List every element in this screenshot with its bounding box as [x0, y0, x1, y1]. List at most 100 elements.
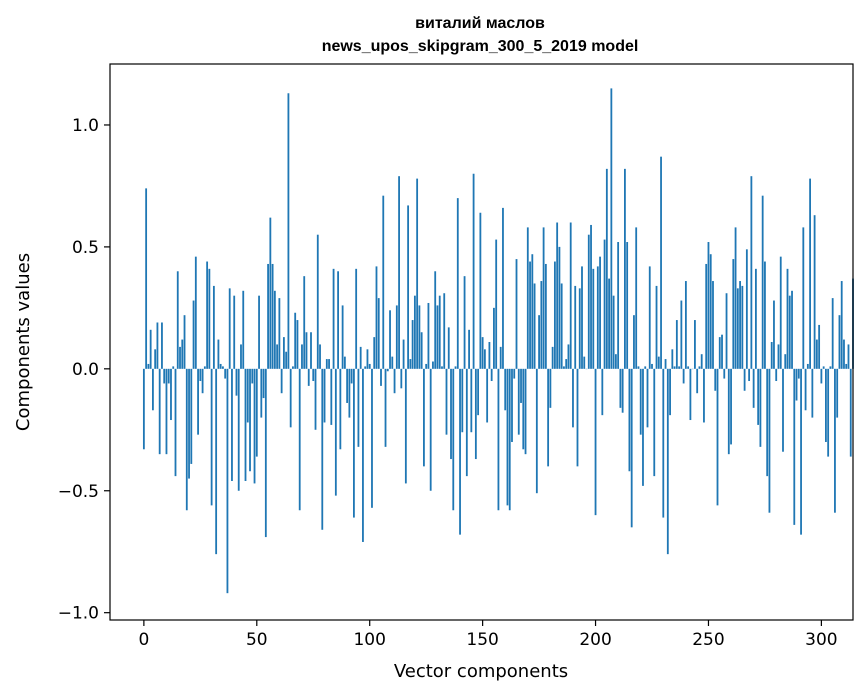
bar-65	[289, 368, 292, 428]
bar-179	[547, 368, 550, 467]
bar-304	[829, 366, 832, 369]
bar-305	[831, 298, 834, 369]
x-axis-label: Vector components	[394, 661, 568, 682]
bar-151	[483, 349, 486, 369]
bar-122	[418, 305, 421, 369]
bar-259	[727, 368, 730, 455]
bar-204	[603, 239, 606, 369]
bar-92	[350, 368, 353, 384]
bar-256	[721, 334, 723, 369]
bar-222	[644, 366, 647, 369]
bar-33	[217, 339, 220, 369]
bar-171	[529, 261, 531, 369]
chart-subtitle: news_upos_skipgram_300_5_2019 model	[322, 38, 639, 55]
bar-43	[240, 344, 242, 369]
bar-29	[208, 268, 211, 369]
bar-158	[499, 346, 502, 369]
bar-200	[594, 368, 597, 516]
bar-212	[621, 368, 624, 413]
bar-12	[170, 368, 172, 421]
bar-145	[470, 368, 473, 433]
bar-188	[567, 344, 570, 369]
bar-74	[310, 332, 312, 369]
bar-135	[447, 327, 450, 369]
bar-250	[707, 242, 710, 369]
bar-313	[849, 368, 852, 457]
bar-166	[517, 368, 520, 435]
bar-141	[461, 368, 464, 433]
bar-132	[441, 366, 443, 369]
bar-138	[454, 366, 457, 369]
bar-182	[553, 261, 556, 369]
bar-101	[371, 368, 373, 508]
bar-177	[542, 227, 545, 369]
bar-294	[806, 363, 809, 369]
bar-190	[572, 368, 574, 428]
bar-108	[386, 368, 389, 372]
bar-45	[244, 368, 247, 481]
bar-18	[183, 315, 186, 369]
bar-97	[362, 368, 364, 542]
bar-225	[651, 363, 653, 369]
bar-48	[251, 368, 254, 384]
bar-85	[334, 368, 337, 496]
bar-82	[328, 359, 330, 369]
bar-147	[474, 368, 477, 460]
bar-81	[325, 359, 328, 369]
bar-22	[192, 300, 195, 369]
bar-274	[761, 195, 764, 369]
bar-137	[452, 368, 455, 511]
bar-14	[174, 368, 177, 477]
bar-123	[420, 332, 423, 369]
bar-134	[445, 368, 448, 435]
bar-160	[504, 368, 507, 411]
bar-149	[479, 212, 482, 369]
bar-173	[533, 283, 536, 369]
bar-9	[163, 368, 166, 384]
bar-28	[206, 261, 209, 369]
bar-113	[398, 176, 400, 369]
bar-159	[502, 207, 504, 369]
bar-232	[666, 368, 669, 555]
bar-199	[592, 268, 595, 369]
bar-115	[402, 339, 405, 369]
bar-216	[630, 368, 633, 528]
bar-248	[703, 368, 705, 423]
bar-172	[531, 254, 534, 369]
bar-298	[815, 339, 818, 369]
bar-78	[319, 344, 321, 369]
bar-269	[750, 176, 753, 369]
bar-261	[732, 259, 735, 369]
bar-70	[301, 344, 303, 369]
bar-62	[282, 337, 285, 369]
bar-77	[316, 234, 319, 369]
bar-13	[172, 366, 175, 369]
bar-41	[235, 368, 238, 396]
bars-group	[142, 88, 854, 594]
bar-275	[764, 261, 766, 369]
bar-202	[599, 256, 601, 369]
bar-268	[748, 368, 751, 382]
x-tick-label: 100	[353, 630, 385, 650]
y-tick-label: 0.0	[72, 360, 99, 380]
bar-128	[432, 361, 434, 369]
bar-53	[262, 368, 265, 399]
bar-207	[610, 88, 613, 369]
bar-191	[574, 285, 577, 369]
bar-224	[648, 266, 651, 369]
bar-310	[843, 339, 845, 369]
bar-185	[560, 283, 563, 369]
bar-262	[734, 227, 737, 369]
bar-303	[827, 368, 830, 457]
bar-194	[581, 266, 583, 369]
bar-167	[520, 368, 522, 403]
bar-234	[671, 349, 674, 369]
bar-227	[655, 285, 658, 369]
bar-214	[626, 242, 629, 369]
x-tick-label: 50	[246, 630, 268, 650]
x-axis-ticks: 0 50 100 150 200 250 300	[138, 620, 838, 650]
bar-76	[314, 368, 317, 430]
bar-293	[804, 368, 807, 411]
y-axis-label: Components values	[13, 253, 34, 431]
bar-230	[662, 368, 665, 518]
